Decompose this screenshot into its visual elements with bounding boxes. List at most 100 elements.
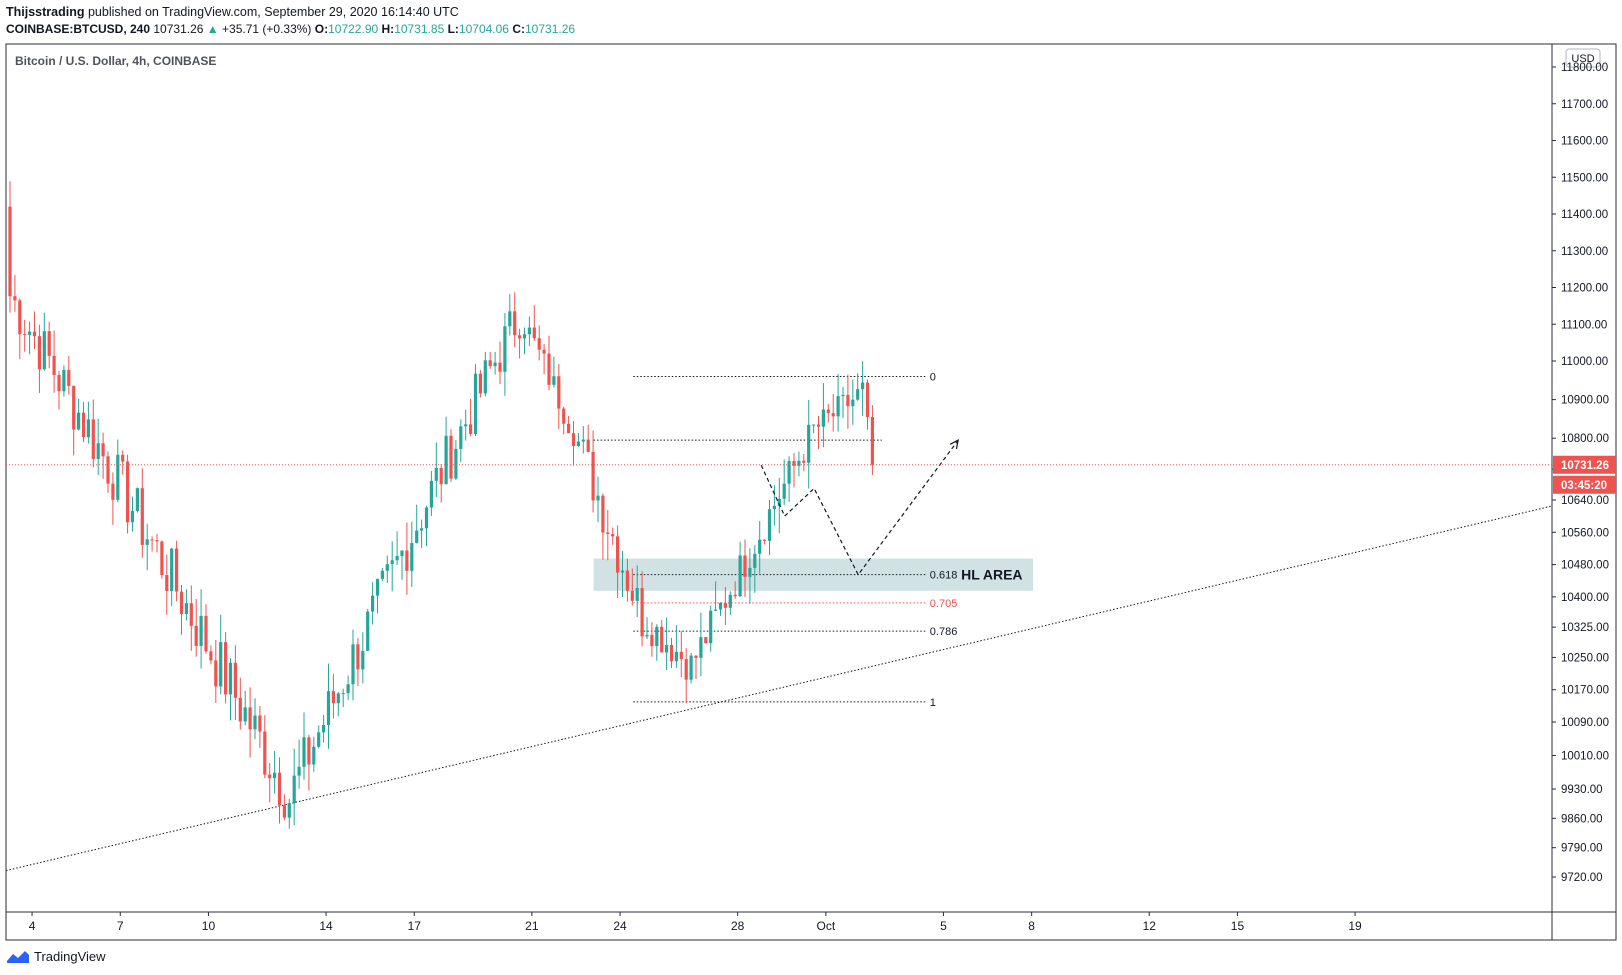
publish-line: Thijsstrading published on TradingView.c… — [6, 4, 575, 21]
candle-body — [189, 603, 193, 626]
candle-body — [395, 555, 399, 561]
candle-body — [684, 659, 688, 680]
candle-body — [32, 331, 37, 337]
time-tick-label: Oct — [817, 919, 836, 933]
candle-body — [856, 389, 860, 400]
candle-body — [273, 772, 277, 779]
candle-body — [728, 594, 732, 608]
candle-body — [547, 353, 551, 385]
candle-body — [336, 693, 340, 704]
price-tick-label: 10010.00 — [1561, 751, 1609, 763]
candle-body — [86, 419, 90, 438]
footer: TradingView — [6, 949, 106, 964]
candle-body — [596, 495, 600, 501]
candle-body — [420, 528, 424, 531]
candle-body — [37, 336, 41, 370]
candle-body — [532, 327, 536, 339]
candle-body — [655, 626, 659, 647]
candle-body — [302, 737, 306, 767]
candle-body — [140, 488, 144, 545]
candle-body — [439, 467, 443, 485]
candle-body — [366, 611, 370, 651]
candle-body — [606, 532, 610, 534]
candle-body — [851, 399, 855, 407]
time-tick-label: 15 — [1231, 919, 1245, 933]
candle-body — [170, 548, 174, 591]
candle-body — [179, 591, 184, 614]
candle-body — [518, 335, 522, 339]
price-tick-label: 11800.00 — [1561, 62, 1608, 74]
price-tick-label: 11500.00 — [1561, 172, 1608, 184]
projection-arrowhead — [949, 439, 959, 450]
fib-level-label: 0 — [930, 371, 936, 383]
candle-body — [57, 375, 61, 392]
fib-level-label: 1 — [930, 697, 936, 709]
candle-body — [175, 548, 179, 592]
price-tick-label: 10480.00 — [1561, 560, 1609, 572]
price-tick-label: 10325.00 — [1561, 622, 1609, 634]
candle-body — [571, 433, 576, 447]
candle-body — [714, 609, 718, 611]
candle-body — [23, 334, 27, 336]
candle-body — [709, 610, 713, 644]
candle-body — [620, 570, 625, 573]
candle-body — [792, 461, 796, 466]
candle-body — [52, 355, 56, 376]
candle-body — [527, 327, 531, 335]
candle-body — [219, 642, 223, 687]
candle-body — [346, 684, 350, 694]
candle-body — [233, 662, 237, 698]
candle-body — [238, 697, 242, 722]
candle-body — [591, 451, 595, 501]
time-axis[interactable]: 4 7 10 14 17 21 24 28 Oct 5 8 12 15 19 — [29, 912, 1362, 933]
fibonacci-group: 0 0.618 0.705 0.786 1 — [593, 371, 958, 709]
close-value: 10731.26 — [525, 22, 576, 36]
countdown-value: 03:45:20 — [1561, 480, 1607, 492]
candle-body — [630, 590, 634, 601]
candle-body — [8, 206, 12, 297]
footer-brand[interactable]: TradingView — [34, 949, 106, 964]
candle-body — [126, 461, 130, 523]
candle-body — [282, 805, 286, 818]
candle-body — [326, 691, 331, 725]
fib-level-label: 0.705 — [930, 598, 958, 610]
candle-body — [846, 394, 850, 407]
candle-body — [669, 645, 674, 662]
trendline-group — [5, 505, 1553, 872]
price-tick-label: 10250.00 — [1561, 652, 1609, 664]
currency-badge[interactable]: USD — [1565, 48, 1601, 68]
publisher-name[interactable]: Thijsstrading — [6, 5, 85, 19]
candle-body — [611, 533, 615, 537]
candle-body — [72, 385, 76, 430]
candle-body — [351, 644, 355, 685]
candle-body — [214, 660, 218, 687]
candle-body — [184, 603, 188, 614]
candle-body — [331, 691, 335, 704]
candle-body — [576, 441, 580, 447]
candle-body — [861, 382, 865, 390]
price-tick-label: 10900.00 — [1561, 395, 1609, 407]
candle-body — [557, 376, 561, 409]
candle-body — [469, 424, 473, 434]
candle-body — [106, 456, 110, 484]
price-tick-label: 11100.00 — [1561, 319, 1607, 331]
candle-body — [248, 707, 252, 730]
candle-body — [738, 555, 742, 597]
open-value: 10722.90 — [328, 22, 379, 36]
candle-body — [816, 424, 821, 427]
published-text: published on TradingView.com, September … — [87, 5, 459, 19]
candle-body — [522, 334, 527, 339]
candle-body — [478, 373, 482, 394]
candle-body — [371, 595, 375, 612]
candle-body — [772, 505, 776, 510]
price-tick-label: 9930.00 — [1561, 784, 1603, 796]
open-label: O: — [314, 22, 329, 36]
time-tick-label: 28 — [731, 919, 745, 933]
candle-body — [405, 550, 409, 571]
candle-body — [464, 424, 468, 427]
price-axis[interactable]: 11800.00 11700.00 11600.00 11500.00 11400.00… — [1552, 62, 1609, 884]
price-tick-label: 9790.00 — [1561, 843, 1603, 855]
price-tick-label: 10560.00 — [1561, 527, 1609, 539]
chart-header: Thijsstrading published on TradingView.c… — [6, 4, 575, 38]
